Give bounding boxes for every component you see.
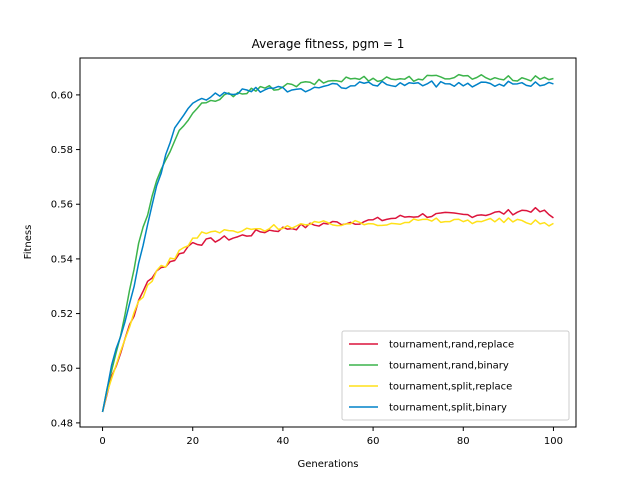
x-tick-label: 60 (367, 436, 380, 447)
x-tick-label: 0 (99, 436, 105, 447)
x-tick-label: 100 (544, 436, 563, 447)
y-tick-label: 0.58 (51, 145, 73, 156)
legend-label: tournament,rand,binary (389, 361, 509, 372)
series-line-tournament-rand-replace (101, 206, 554, 413)
series-line-tournament-rand-binary (101, 73, 554, 413)
y-tick-label: 0.52 (51, 309, 73, 320)
y-tick-label: 0.54 (51, 254, 73, 265)
y-axis-ticks: 0.48 0.50 0.52 0.54 0.56 0.58 0.60 (51, 90, 80, 429)
y-tick-label: 0.48 (51, 418, 73, 429)
y-tick-label: 0.56 (51, 200, 73, 211)
series-lines (101, 73, 554, 413)
legend-label: tournament,rand,replace (389, 340, 514, 351)
y-tick-label: 0.50 (51, 364, 73, 375)
legend-box (341, 330, 570, 421)
x-tick-label: 80 (457, 436, 470, 447)
chart-title: Average fitness, pgm = 1 (252, 37, 405, 51)
x-axis-label: Generations (298, 459, 359, 470)
plot-frame (79, 57, 577, 428)
x-tick-label: 20 (186, 436, 199, 447)
x-axis-ticks: 0 20 40 60 80 100 (99, 427, 563, 447)
x-tick-label: 40 (277, 436, 290, 447)
y-tick-label: 0.60 (51, 90, 73, 101)
series-line-tournament-split-binary (101, 80, 554, 413)
legend-label: tournament,split,binary (389, 403, 507, 414)
legend: tournament,rand,replace tournament,rand,b… (341, 330, 570, 421)
legend-label: tournament,split,replace (389, 382, 512, 393)
series-line-tournament-split-replace (101, 217, 554, 413)
y-axis-label: Fitness (23, 225, 34, 260)
